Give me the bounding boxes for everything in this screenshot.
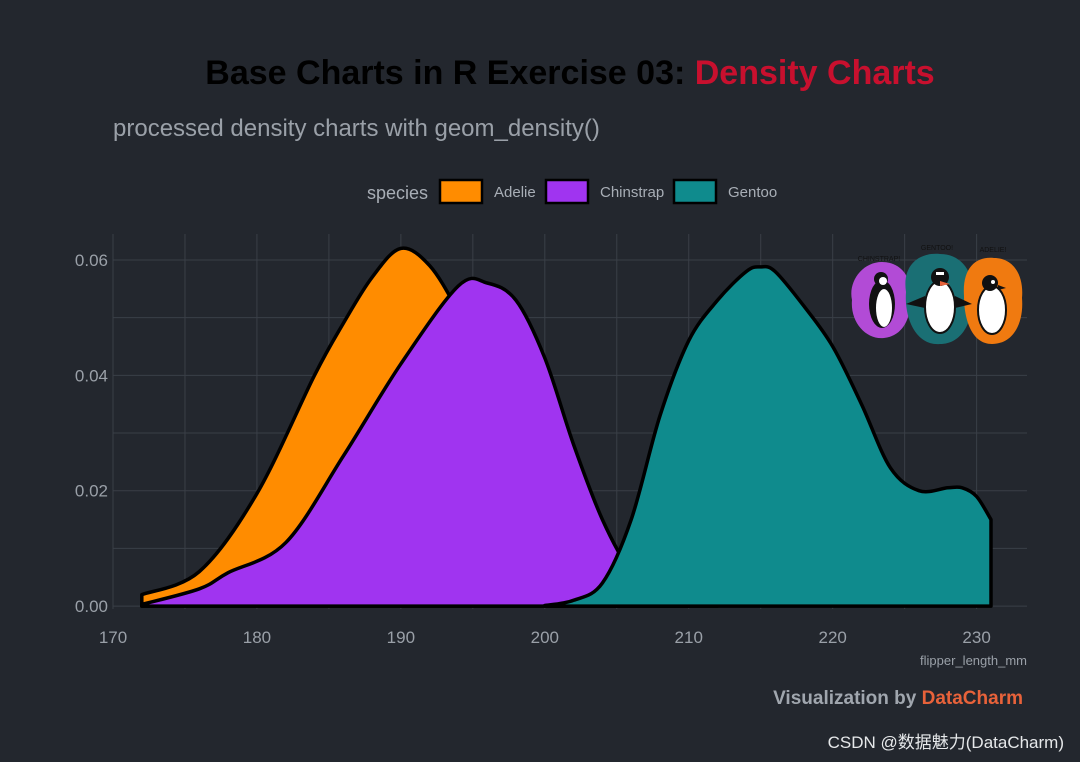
legend-swatch-adelie bbox=[438, 178, 484, 205]
chart-subtitle: processed density charts with geom_densi… bbox=[113, 115, 600, 142]
x-tick-label: 190 bbox=[387, 628, 415, 647]
legend-title: species bbox=[367, 183, 428, 203]
y-tick-label: 0.02 bbox=[75, 482, 108, 501]
penguin-illustration: CHINSTRAP! GENTOO! ADELIE! bbox=[851, 245, 1023, 345]
legend-label-gentoo: Gentoo bbox=[728, 184, 777, 201]
x-tick-label: 230 bbox=[962, 628, 990, 647]
y-axis-ticks: 0.00 0.02 0.04 0.06 bbox=[75, 251, 108, 616]
title-main: Base Charts in R Exercise 03: bbox=[205, 54, 694, 92]
x-axis-title: flipper_length_mm bbox=[920, 653, 1027, 668]
x-tick-label: 170 bbox=[99, 628, 127, 647]
chart-title: Base Charts in R Exercise 03: Density Ch… bbox=[205, 54, 934, 92]
x-tick-label: 220 bbox=[818, 628, 846, 647]
caption-prefix: Visualization by bbox=[773, 688, 922, 709]
y-tick-label: 0.04 bbox=[75, 366, 108, 385]
legend-swatch-gentoo bbox=[672, 178, 718, 205]
legend-swatch-chinstrap bbox=[544, 178, 590, 205]
y-tick-label: 0.06 bbox=[75, 251, 108, 270]
title-highlight: Density Charts bbox=[695, 54, 935, 92]
x-tick-label: 200 bbox=[531, 628, 559, 647]
inset-label-adelie: ADELIE! bbox=[980, 247, 1007, 254]
adelie-penguin-icon bbox=[977, 275, 1007, 335]
caption-brand: DataCharm bbox=[922, 688, 1023, 709]
legend: species Adelie Chinstrap Gentoo bbox=[367, 178, 777, 205]
inset-label-gentoo: GENTOO! bbox=[921, 245, 953, 252]
x-tick-label: 180 bbox=[243, 628, 271, 647]
legend-label-adelie: Adelie bbox=[494, 184, 536, 201]
x-tick-label: 210 bbox=[675, 628, 703, 647]
density-areas bbox=[140, 246, 993, 608]
y-tick-label: 0.00 bbox=[75, 597, 108, 616]
chinstrap-penguin-icon bbox=[869, 272, 895, 328]
density-area-gentoo bbox=[543, 264, 993, 608]
legend-label-chinstrap: Chinstrap bbox=[600, 184, 664, 201]
x-axis-ticks: 170 180 190 200 210 220 230 bbox=[99, 628, 991, 647]
caption: Visualization by DataCharm bbox=[773, 688, 1023, 709]
watermark: CSDN @数据魅力(DataCharm) bbox=[828, 733, 1064, 752]
inset-label-chinstrap: CHINSTRAP! bbox=[858, 256, 900, 263]
gentoo-penguin-icon bbox=[906, 268, 972, 334]
